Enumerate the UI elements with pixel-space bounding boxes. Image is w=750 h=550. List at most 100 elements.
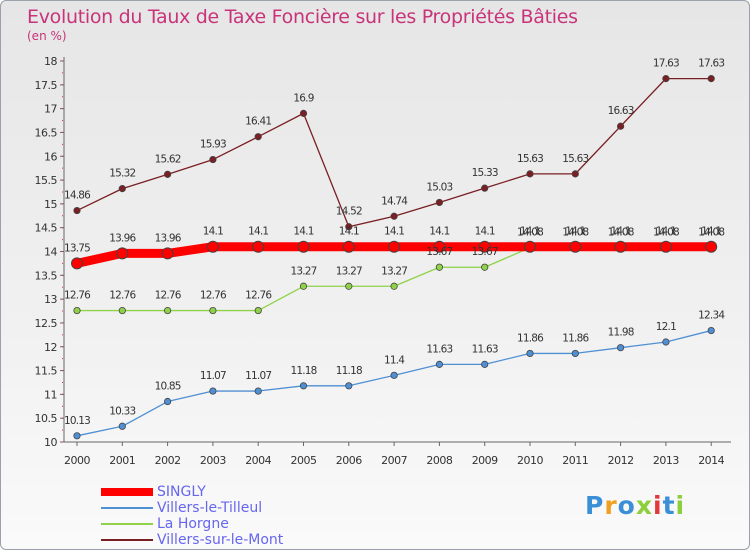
villers-le-tilleul-data-label: 11.18 <box>336 365 362 377</box>
singly-point <box>614 240 627 253</box>
x-tick-label: 2013 <box>653 454 679 467</box>
villers-le-tilleul-point <box>571 349 579 358</box>
villers-le-tilleul-point <box>707 326 715 335</box>
singly-data-label: 14.1 <box>248 226 268 238</box>
la-horgne-data-label: 13.67 <box>426 246 452 258</box>
legend-item: Villers-sur-le-Mont <box>101 532 321 548</box>
villers-sur-le-mont-point <box>345 223 353 231</box>
villers-sur-le-mont-point <box>526 170 534 178</box>
la-horgne-data-label: 12.76 <box>109 290 136 302</box>
villers-sur-le-mont-data-label: 16.41 <box>245 116 271 128</box>
y-tick-label: 14.5 <box>35 222 58 235</box>
villers-sur-le-mont-point <box>481 184 489 192</box>
x-tick-label: 2004 <box>245 454 271 467</box>
villers-sur-le-mont-point <box>164 170 172 178</box>
singly-point <box>297 240 310 253</box>
x-tick-label: 2012 <box>608 454 634 467</box>
la-horgne-data-label: 13.27 <box>381 265 407 277</box>
villers-sur-le-mont-data-label: 16.63 <box>608 105 634 117</box>
logo-letter: P <box>585 491 605 520</box>
y-tick-label: 17 <box>44 103 57 116</box>
la-horgne-point <box>481 263 489 271</box>
x-tick-label: 2003 <box>200 454 226 467</box>
singly-point <box>524 240 536 253</box>
villers-le-tilleul-point <box>345 382 353 390</box>
singly-data-label: 13.96 <box>155 232 182 244</box>
x-tick-label: 2000 <box>64 454 90 467</box>
singly-point <box>161 247 174 260</box>
legend-swatch <box>101 507 153 509</box>
logo-letter: x <box>635 491 653 520</box>
villers-sur-le-mont-data-label: 15.32 <box>109 168 135 180</box>
villers-le-tilleul-data-label: 11.07 <box>200 370 226 382</box>
x-tick-label: 2007 <box>381 454 407 467</box>
logo-letter: o <box>617 491 636 520</box>
legend-swatch <box>101 523 153 525</box>
y-tick-label: 13.5 <box>35 269 58 282</box>
singly-data-label: 14.1 <box>429 226 449 238</box>
y-tick-label: 13 <box>44 293 57 306</box>
singly-data-label: 14.1 <box>384 226 404 238</box>
villers-sur-le-mont-data-label: 15.63 <box>517 153 543 165</box>
singly-point <box>206 240 219 253</box>
villers-sur-le-mont-point <box>662 75 670 83</box>
logo-letter: t <box>662 491 676 520</box>
logo-letter: r <box>604 491 618 520</box>
unit-label: (en %) <box>27 29 67 43</box>
villers-le-tilleul-point <box>481 360 489 368</box>
la-horgne-data-label: 14.08 <box>517 227 543 239</box>
y-tick-label: 16 <box>44 150 57 163</box>
singly-point <box>705 240 718 253</box>
la-horgne-data-label: 14.08 <box>608 227 634 239</box>
villers-sur-le-mont-data-label: 15.62 <box>155 153 181 165</box>
singly-point <box>252 240 265 253</box>
la-horgne-point <box>73 306 81 315</box>
singly-point <box>116 247 129 260</box>
singly-data-label: 14.1 <box>203 226 223 238</box>
la-horgne-point <box>254 306 262 315</box>
villers-sur-le-mont-point <box>571 170 579 178</box>
villers-le-tilleul-data-label: 10.33 <box>109 405 135 417</box>
villers-sur-le-mont-point <box>73 206 81 215</box>
villers-sur-le-mont-data-label: 17.63 <box>698 58 724 70</box>
villers-le-tilleul-data-label: 12.1 <box>656 321 676 333</box>
y-tick-label: 15 <box>44 198 57 211</box>
chart-title: Evolution du Taux de Taxe Foncière sur l… <box>27 6 578 28</box>
singly-point <box>659 240 672 253</box>
x-tick-label: 2006 <box>336 454 362 467</box>
singly-data-label: 14.1 <box>293 226 313 238</box>
singly-data-label: 14.1 <box>475 226 495 238</box>
villers-le-tilleul-point <box>616 344 625 352</box>
y-tick-label: 12.5 <box>35 317 58 330</box>
la-horgne-point <box>345 282 353 290</box>
villers-le-tilleul-point <box>299 382 308 390</box>
villers-le-tilleul-data-label: 11.4 <box>384 354 405 366</box>
x-tick-label: 2008 <box>426 454 452 467</box>
x-tick-label: 2005 <box>291 454 317 467</box>
y-tick-label: 18 <box>44 55 57 68</box>
la-horgne-data-label: 12.76 <box>155 290 182 302</box>
singly-point <box>433 240 446 253</box>
y-tick-label: 17.5 <box>35 79 58 92</box>
villers-sur-le-mont-data-label: 16.9 <box>293 92 313 104</box>
x-tick-label: 2011 <box>562 454 588 467</box>
legend-label: Villers-le-Tilleul <box>157 500 263 516</box>
singly-data-label: 14.1 <box>656 226 676 238</box>
la-horgne-data-label: 12.76 <box>200 290 227 302</box>
y-tick-label: 10.5 <box>35 412 58 425</box>
legend-swatch <box>101 488 153 496</box>
villers-le-tilleul-point <box>118 422 126 430</box>
villers-sur-le-mont-point <box>616 122 625 130</box>
legend-swatch <box>101 539 153 541</box>
x-tick-label: 2010 <box>517 454 543 467</box>
villers-sur-le-mont-point <box>390 212 398 220</box>
legend-label: SINGLY <box>157 484 206 500</box>
x-tick-label: 2014 <box>698 454 724 467</box>
villers-sur-le-mont-data-label: 14.74 <box>381 195 408 207</box>
legend-item: Villers-le-Tilleul <box>101 500 321 516</box>
villers-sur-le-mont-point <box>299 109 308 117</box>
singly-point <box>569 240 582 253</box>
villers-sur-le-mont-point <box>707 75 715 83</box>
villers-le-tilleul-data-label: 11.86 <box>562 332 589 344</box>
